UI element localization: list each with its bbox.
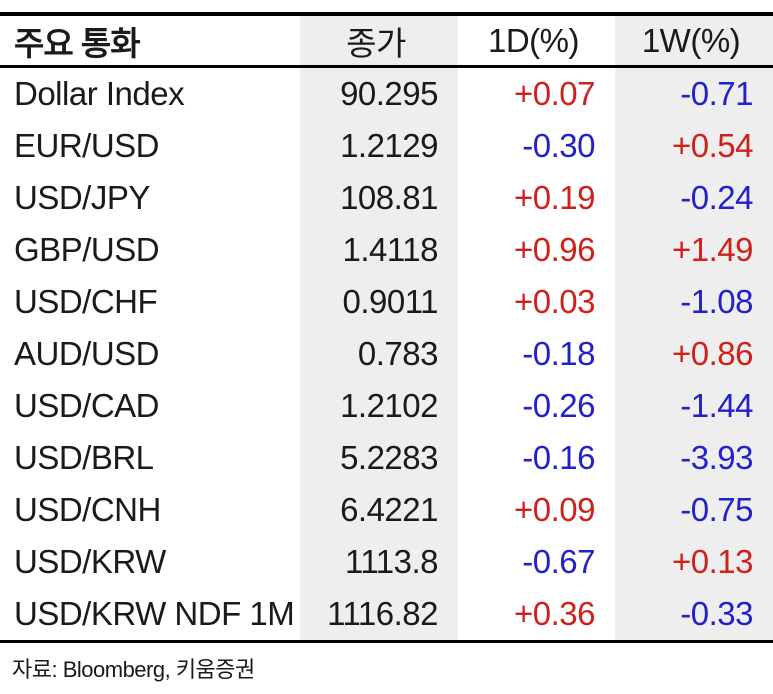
change-1w-cell: +1.49 xyxy=(615,224,773,276)
change-1d-cell: -0.16 xyxy=(522,439,595,476)
close-price-cell: 90.295 xyxy=(300,68,458,120)
table-header-1d: 1D(%) xyxy=(458,16,615,68)
change-1d-cell: +0.36 xyxy=(514,595,596,632)
close-price-cell: 1.2129 xyxy=(300,120,458,172)
change-1d-cell: +0.19 xyxy=(514,179,596,216)
close-price-cell: 0.9011 xyxy=(300,276,458,328)
table-header-1w: 1W(%) xyxy=(615,16,773,68)
currency-table: 주요 통화 종가 1D(%) 1W(%) Dollar Index 90.295… xyxy=(0,12,773,643)
close-price-cell: 1.2102 xyxy=(300,380,458,432)
change-1d-cell: +0.09 xyxy=(514,491,596,528)
change-1w-cell: -0.71 xyxy=(615,68,773,120)
change-1w-cell: +0.86 xyxy=(615,328,773,380)
currency-name-cell: AUD/USD xyxy=(14,335,160,372)
change-1d-cell: +0.07 xyxy=(514,75,596,112)
close-price-cell: 5.2283 xyxy=(300,432,458,484)
table-header-close: 종가 xyxy=(300,16,458,68)
currency-name-cell: EUR/USD xyxy=(14,127,160,164)
change-1d-cell: -0.30 xyxy=(522,127,595,164)
change-1w-cell: -1.08 xyxy=(615,276,773,328)
change-1d-cell: -0.26 xyxy=(522,387,595,424)
currency-name-cell: USD/CNH xyxy=(14,491,161,528)
close-price-cell: 1116.82 xyxy=(300,588,458,640)
currency-name-cell: USD/BRL xyxy=(14,439,154,476)
currency-name-cell: USD/KRW xyxy=(14,543,166,580)
close-price-cell: 1113.8 xyxy=(300,536,458,588)
change-1d-cell: +0.96 xyxy=(514,231,596,268)
currency-name-cell: Dollar Index xyxy=(14,75,185,112)
change-1w-cell: -0.75 xyxy=(615,484,773,536)
change-1w-cell: -3.93 xyxy=(615,432,773,484)
currency-name-cell: USD/KRW NDF 1M xyxy=(14,595,295,632)
currency-name-cell: USD/CHF xyxy=(14,283,158,320)
change-1w-cell: +0.13 xyxy=(615,536,773,588)
change-1d-cell: -0.18 xyxy=(522,335,595,372)
source-note: 자료: Bloomberg, 키움증권 xyxy=(12,657,255,682)
table-header-currency: 주요 통화 xyxy=(0,16,300,68)
page: { "table": { "header": { "name": "주요 통화"… xyxy=(0,12,773,694)
change-1d-cell: -0.67 xyxy=(522,543,595,580)
close-price-cell: 6.4221 xyxy=(300,484,458,536)
close-price-cell: 1.4118 xyxy=(300,224,458,276)
close-price-cell: 108.81 xyxy=(300,172,458,224)
change-1w-cell: -0.24 xyxy=(615,172,773,224)
change-1w-cell: +0.54 xyxy=(615,120,773,172)
currency-name-cell: GBP/USD xyxy=(14,231,160,268)
currency-name-cell: USD/JPY xyxy=(14,179,150,216)
change-1d-cell: +0.03 xyxy=(514,283,596,320)
change-1w-cell: -0.33 xyxy=(615,588,773,640)
change-1w-cell: -1.44 xyxy=(615,380,773,432)
currency-name-cell: USD/CAD xyxy=(14,387,160,424)
close-price-cell: 0.783 xyxy=(300,328,458,380)
